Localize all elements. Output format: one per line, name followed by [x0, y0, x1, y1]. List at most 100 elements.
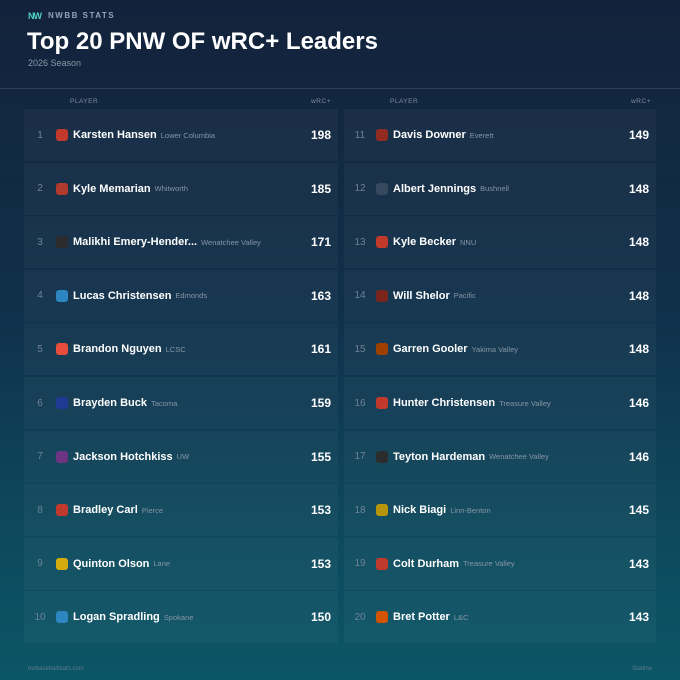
player-row: 15 Garren Gooler Yakima Valley 148	[344, 323, 656, 375]
team-name: Wenatchee Valley	[201, 237, 261, 247]
team-name: Treasure Valley	[463, 559, 515, 569]
rank: 4	[37, 290, 43, 302]
rank: 3	[37, 236, 43, 248]
wrc-plus: 185	[310, 181, 331, 196]
wrc-plus: 163	[310, 288, 331, 303]
rank: 20	[354, 611, 366, 623]
column-header: PLAYER	[70, 98, 99, 105]
title: Top 20 PNW OF wRC+ Leaders	[27, 28, 378, 55]
wrc-plus: 146	[628, 396, 649, 410]
team-name: Treasure Valley	[499, 398, 551, 408]
wrc-plus: 148	[628, 288, 649, 303]
team-name: Wenatchee Valley	[489, 452, 549, 462]
wrc-plus: 149	[628, 128, 649, 142]
team-logo	[56, 397, 68, 409]
team-name: NNU	[460, 237, 477, 247]
team-name: Whitworth	[154, 184, 188, 194]
rank: 17	[354, 451, 366, 463]
rank: 6	[37, 397, 43, 409]
player-name: Teyton Hardeman	[393, 450, 486, 463]
rank: 13	[354, 236, 366, 248]
column-header: wRC+	[631, 98, 651, 105]
team-logo	[56, 289, 68, 302]
wrc-plus: 153	[310, 503, 331, 518]
team-logo	[376, 182, 388, 195]
player-row: 12 Albert Jennings Bushnell 148	[344, 163, 656, 215]
footer-site: nwbaseballstats.com	[28, 666, 84, 672]
wrc-plus: 159	[310, 396, 331, 410]
rank: 10	[34, 611, 46, 623]
wrc-plus: 143	[628, 556, 649, 571]
player-row: 5 Brandon Nguyen LCSC 161	[24, 323, 338, 375]
rank: 19	[354, 558, 366, 570]
team-name: Edmonds	[175, 291, 208, 301]
player-name: Lucas Christensen	[73, 289, 172, 302]
player-name: Hunter Christensen	[393, 397, 496, 409]
wrc-plus: 145	[628, 503, 649, 518]
team-name: Everett	[469, 130, 494, 140]
team-name: Yakima Valley	[471, 344, 518, 354]
player-row: 9 Quinton Olson Lane 153	[24, 538, 338, 590]
wrc-plus: 155	[310, 449, 331, 464]
team-name: Tacoma	[150, 398, 178, 408]
wrc-plus: 150	[310, 610, 331, 625]
player-name: Garren Gooler	[393, 343, 468, 356]
team-name: Pacific	[453, 291, 476, 301]
wrc-plus: 198	[310, 128, 331, 142]
player-name: Colt Durham	[393, 557, 459, 570]
wrc-plus: 148	[628, 342, 649, 357]
player-row: 20 Bret Potter L&C 143	[344, 591, 656, 643]
player-row: 11 Davis Downer Everett 149	[344, 109, 656, 161]
player-row: 10 Logan Spradling Spokane 150	[24, 591, 338, 643]
team-logo	[56, 611, 68, 624]
subtitle: 2026 Season	[28, 58, 82, 68]
rank: 1	[37, 129, 43, 141]
rank: 18	[354, 504, 366, 516]
team-logo	[376, 236, 388, 249]
logo: NW	[28, 11, 42, 21]
player-name: Jackson Hotchkiss	[73, 450, 173, 463]
team-logo	[56, 450, 68, 463]
brand: NWBB STATS	[48, 11, 116, 20]
team-logo	[376, 504, 388, 517]
footer-source: Statline	[631, 666, 652, 672]
player-name: Karsten Hansen	[73, 129, 157, 141]
team-logo	[376, 450, 388, 463]
wrc-plus: 171	[310, 235, 331, 250]
team-logo	[56, 343, 68, 356]
player-name: Davis Downer	[393, 129, 466, 141]
player-row: 14 Will Shelor Pacific 148	[344, 270, 656, 322]
team-name: Linn-Benton	[450, 505, 491, 515]
team-name: LCSC	[165, 344, 186, 354]
team-logo	[376, 397, 388, 409]
team-logo	[56, 182, 68, 195]
team-logo	[376, 289, 388, 302]
player-row: 2 Kyle Memarian Whitworth 185	[24, 163, 338, 215]
team-name: Bushnell	[480, 184, 509, 194]
player-row: 3 Malikhi Emery-Hender... Wenatchee Valley…	[24, 216, 338, 268]
team-name: Spokane	[163, 612, 194, 622]
wrc-plus: 148	[628, 181, 649, 196]
team-logo	[56, 236, 68, 249]
team-logo	[376, 343, 388, 356]
player-name: Brandon Nguyen	[73, 343, 162, 356]
column-header: wRC+	[311, 98, 331, 105]
player-row: 4 Lucas Christensen Edmonds 163	[24, 270, 338, 322]
player-row: 19 Colt Durham Treasure Valley 143	[344, 538, 656, 590]
player-name: Kyle Becker	[393, 236, 456, 249]
rank: 12	[354, 183, 366, 195]
player-row: 8 Bradley Carl Pierce 153	[24, 484, 338, 536]
column-header: PLAYER	[390, 98, 419, 105]
player-row: 16 Hunter Christensen Treasure Valley 146	[344, 377, 656, 429]
team-name: Pierce	[141, 505, 164, 515]
rank: 9	[37, 558, 43, 570]
team-logo	[376, 129, 388, 141]
wrc-plus: 148	[628, 235, 649, 250]
player-name: Will Shelor	[393, 289, 450, 302]
team-logo	[56, 504, 68, 517]
divider	[0, 88, 680, 89]
rank: 11	[354, 129, 366, 141]
player-name: Albert Jennings	[393, 182, 477, 195]
team-logo	[56, 129, 68, 141]
